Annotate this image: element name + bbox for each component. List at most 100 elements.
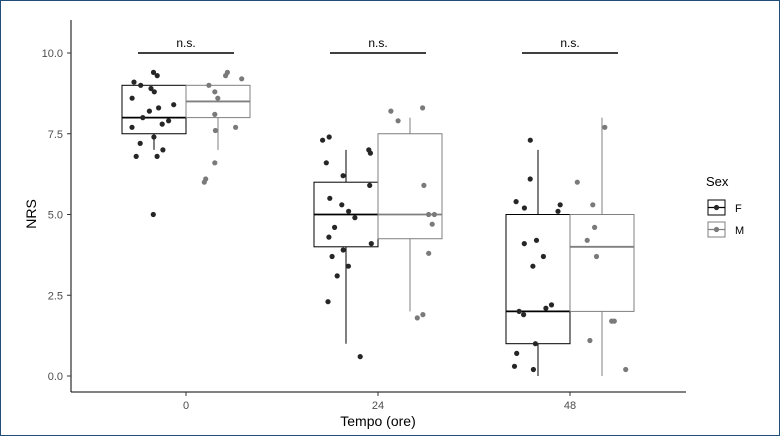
data-point-M <box>414 315 420 321</box>
data-point-M <box>212 127 218 134</box>
data-point-F <box>171 102 177 108</box>
x-tick-label: 24 <box>372 400 384 412</box>
data-point-M <box>602 124 608 130</box>
data-point-F <box>346 208 352 214</box>
x-tick-label: 0 <box>183 400 189 412</box>
data-point-F <box>530 366 537 373</box>
data-point-F <box>368 241 374 247</box>
data-point-F <box>154 153 160 159</box>
data-point-F <box>320 137 326 143</box>
data-point-M <box>592 224 598 230</box>
data-point-F <box>150 211 156 218</box>
data-point-F <box>325 299 331 305</box>
data-point-F <box>329 253 335 260</box>
data-point-M <box>233 124 239 130</box>
y-tick-label: 2.5 <box>48 290 63 302</box>
data-point-F <box>146 108 152 114</box>
data-point-F <box>138 82 144 88</box>
data-point-M <box>212 160 218 166</box>
data-point-F <box>533 237 540 243</box>
data-point-F <box>156 105 162 111</box>
box-iqr <box>377 133 443 240</box>
box-F-24 <box>313 149 379 344</box>
data-point-M <box>584 237 590 243</box>
data-point-F <box>352 215 358 221</box>
data-point-M <box>239 76 245 82</box>
data-point-F <box>151 134 157 140</box>
data-point-M <box>420 105 426 111</box>
data-point-M <box>429 221 435 227</box>
data-point-F <box>140 115 146 121</box>
data-point-M <box>212 111 218 117</box>
data-point-F <box>521 312 527 318</box>
data-point-F <box>154 73 160 79</box>
significance-label: n.s. <box>368 36 387 50</box>
legend-key-dot <box>713 226 720 233</box>
y-ticks: 0.0 2.5 5.0 7.5 10.0 <box>42 48 71 383</box>
box-F-0 <box>121 84 187 150</box>
data-point-F <box>548 302 555 308</box>
data-point-F <box>532 341 539 347</box>
data-point-F <box>323 160 329 166</box>
data-point-F <box>150 69 157 75</box>
data-point-M <box>421 182 427 188</box>
data-point-F <box>345 263 351 269</box>
y-tick-label: 5.0 <box>48 210 63 222</box>
y-tick-label: 10.0 <box>42 48 63 60</box>
data-point-F <box>357 354 363 360</box>
data-point-F <box>555 208 561 214</box>
data-point-F <box>137 140 143 146</box>
data-point-M <box>215 95 221 101</box>
data-point-F <box>527 137 533 143</box>
data-point-F <box>367 150 373 156</box>
data-point-M <box>574 179 580 185</box>
y-axis-title: NRS <box>23 199 39 229</box>
legend-label: M <box>735 225 744 237</box>
data-point-F <box>151 89 157 95</box>
data-point-M <box>623 366 629 373</box>
data-point-M <box>395 118 401 124</box>
data-point-F <box>159 121 165 127</box>
data-point-F <box>511 363 518 369</box>
legend-title: Sex <box>706 174 729 189</box>
y-tick-label: 0.0 <box>48 371 63 383</box>
legend: Sex FM <box>706 174 744 238</box>
box-iqr <box>569 214 635 312</box>
data-point-F <box>129 95 135 101</box>
x-axis-title: Tempo (ore) <box>340 413 415 429</box>
data-point-F <box>540 253 547 260</box>
data-point-F <box>514 350 520 356</box>
data-point-M <box>388 108 394 114</box>
data-point-F <box>367 182 373 188</box>
data-point-F <box>513 199 519 205</box>
data-point-M <box>426 211 432 218</box>
legend-key-F <box>707 199 726 216</box>
box-M-0 <box>185 84 251 150</box>
data-point-F <box>327 195 333 201</box>
significance-label: n.s. <box>560 36 579 50</box>
legend-key-dot <box>713 204 720 211</box>
data-point-M <box>590 202 596 208</box>
data-point-M <box>212 89 218 95</box>
data-point-F <box>129 124 135 130</box>
data-point-F <box>557 202 563 208</box>
data-point-F <box>166 118 172 124</box>
legend-label: F <box>735 203 742 215</box>
data-point-F <box>326 134 332 140</box>
data-point-M <box>206 82 212 88</box>
data-point-M <box>431 211 437 218</box>
data-point-F <box>521 241 527 247</box>
data-point-M <box>201 179 207 185</box>
data-point-F <box>133 153 139 159</box>
data-point-F <box>326 234 332 240</box>
data-point-F <box>521 205 528 211</box>
data-point-F <box>131 79 137 85</box>
data-point-F <box>340 173 346 179</box>
data-point-F <box>339 202 345 208</box>
box-M-48 <box>569 117 635 376</box>
box-M-24 <box>377 117 443 312</box>
plot-marks <box>121 69 635 376</box>
data-point-F <box>334 273 340 279</box>
data-point-M <box>426 250 432 256</box>
significance-annotations: n.s. n.s. n.s. <box>138 36 618 54</box>
